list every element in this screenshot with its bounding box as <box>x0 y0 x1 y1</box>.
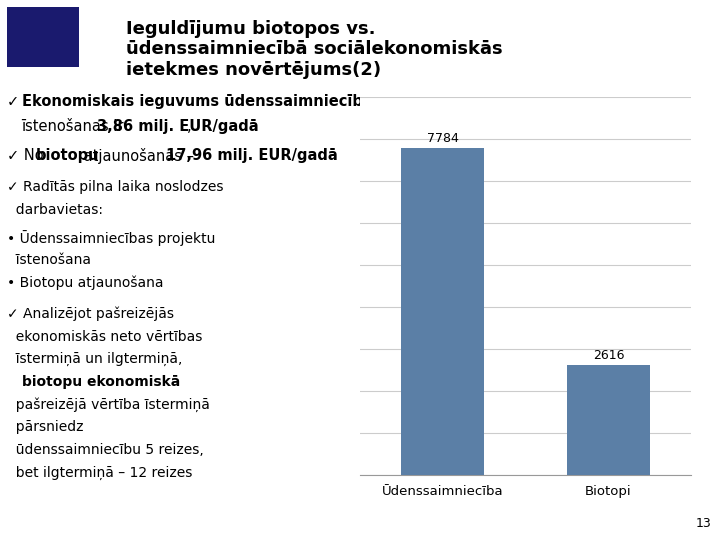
Text: 7784: 7784 <box>427 132 459 145</box>
Text: biotopu ekonomiskā: biotopu ekonomiskā <box>22 375 180 389</box>
Text: Ieguldījumu biotopos vs.
ūdenssaimniecībā sociālekonomiskās
ietekmes novērtējums: Ieguldījumu biotopos vs. ūdenssaimniecīb… <box>126 19 503 79</box>
Text: īstenošana: īstenošana <box>7 253 91 267</box>
Text: 2616: 2616 <box>593 349 624 362</box>
FancyBboxPatch shape <box>7 7 79 66</box>
Text: darbavietas:: darbavietas: <box>7 202 103 217</box>
Bar <box>402 148 484 475</box>
Text: 3,86 milj. EUR/gadā: 3,86 milj. EUR/gadā <box>97 119 258 134</box>
Text: ✓ Radītās pilna laika noslodzes: ✓ Radītās pilna laika noslodzes <box>7 180 224 194</box>
Text: biotopu: biotopu <box>36 148 99 163</box>
Text: ūdenssaimniecību 5 reizes,: ūdenssaimniecību 5 reizes, <box>7 443 204 457</box>
Text: ✓: ✓ <box>7 94 24 109</box>
Text: ekonomiskās neto vērtības: ekonomiskās neto vērtības <box>7 329 202 343</box>
Text: bet ilgtermiņā – 12 reizes: bet ilgtermiņā – 12 reizes <box>7 465 192 480</box>
Text: Ekonomiskais ieguvums ūdenssaimniecības: Ekonomiskais ieguvums ūdenssaimniecības <box>22 94 381 109</box>
Text: ✓ No: ✓ No <box>7 148 48 163</box>
Text: pašreizējā vērtība īstermiņā: pašreizējā vērtība īstermiņā <box>7 397 210 413</box>
Text: 13: 13 <box>696 517 711 530</box>
Text: īstenošanas ir: īstenošanas ir <box>22 119 129 134</box>
Text: atjaunošanas –: atjaunošanas – <box>79 148 199 164</box>
Text: • Biotopu atjaunošana: • Biotopu atjaunošana <box>7 275 163 289</box>
Text: ,: , <box>187 119 192 134</box>
Text: 17,96 milj. EUR/gadā: 17,96 milj. EUR/gadā <box>166 148 338 163</box>
Bar <box>567 366 649 475</box>
Text: īstermiņā un ilgtermiņā,: īstermiņā un ilgtermiņā, <box>7 352 183 367</box>
Text: ✓ Analizējot pašreizējās: ✓ Analizējot pašreizējās <box>7 307 174 321</box>
Text: • Ūdenssaimniecības projektu: • Ūdenssaimniecības projektu <box>7 230 215 246</box>
Text: pārsniedz: pārsniedz <box>7 420 84 434</box>
